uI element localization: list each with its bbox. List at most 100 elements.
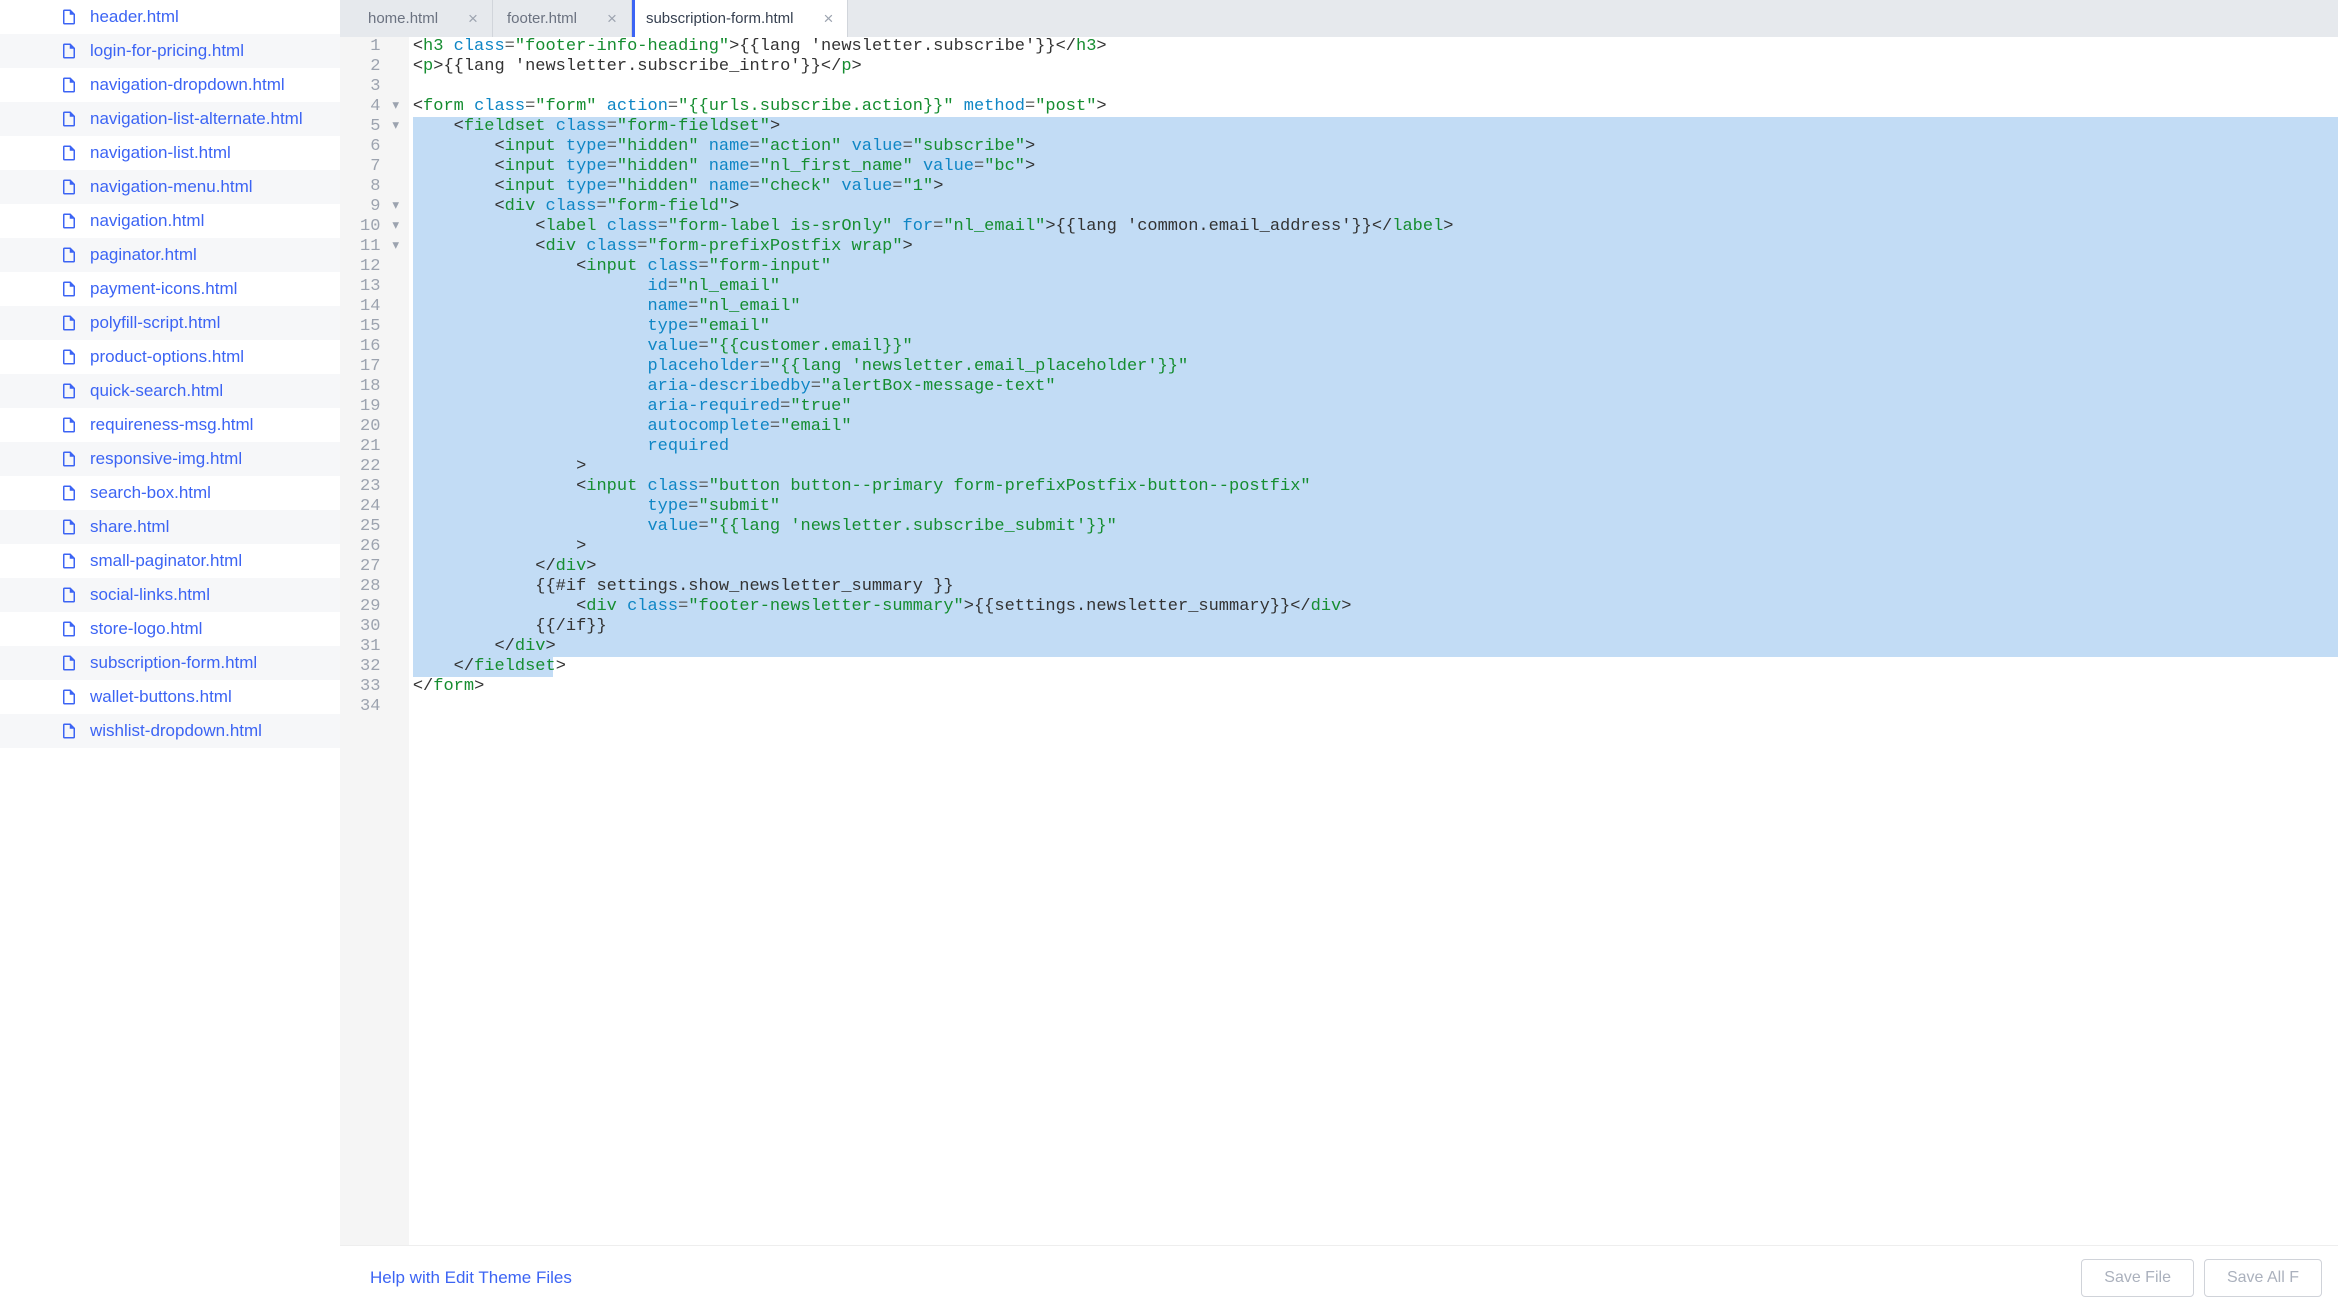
sidebar-item[interactable]: responsive-img.html <box>0 442 340 476</box>
sidebar-item[interactable]: navigation-list-alternate.html <box>0 102 340 136</box>
code-line[interactable]: value="{{lang 'newsletter.subscribe_subm… <box>413 517 2338 537</box>
file-icon <box>60 654 78 672</box>
code-line[interactable] <box>413 77 2338 97</box>
code-line[interactable]: value="{{customer.email}}" <box>413 337 2338 357</box>
line-number: 19 <box>360 397 401 417</box>
save-file-button[interactable]: Save File <box>2081 1259 2194 1297</box>
code-area[interactable]: <h3 class="footer-info-heading">{{lang '… <box>409 37 2338 1245</box>
sidebar-item[interactable]: social-links.html <box>0 578 340 612</box>
code-line[interactable]: aria-required="true" <box>413 397 2338 417</box>
close-icon[interactable]: × <box>468 10 478 27</box>
code-line[interactable]: required <box>413 437 2338 457</box>
sidebar-item-label: header.html <box>90 7 179 27</box>
code-line[interactable]: </form> <box>413 677 2338 697</box>
code-line[interactable]: <div class="form-field"> <box>413 197 2338 217</box>
file-icon <box>60 144 78 162</box>
file-icon <box>60 382 78 400</box>
code-line[interactable]: <form class="form" action="{{urls.subscr… <box>413 97 2338 117</box>
code-line[interactable]: id="nl_email" <box>413 277 2338 297</box>
editor-tab[interactable]: home.html× <box>354 0 493 37</box>
code-line[interactable]: > <box>413 537 2338 557</box>
code-line[interactable]: {{#if settings.show_newsletter_summary }… <box>413 577 2338 597</box>
file-icon <box>60 76 78 94</box>
sidebar-item[interactable]: requireness-msg.html <box>0 408 340 442</box>
sidebar-item-label: navigation-dropdown.html <box>90 75 285 95</box>
line-number: 29 <box>360 597 401 617</box>
line-number: 9 ▾ <box>360 197 401 217</box>
file-icon <box>60 722 78 740</box>
close-icon[interactable]: × <box>607 10 617 27</box>
code-line[interactable]: <input class="form-input" <box>413 257 2338 277</box>
line-number: 24 <box>360 497 401 517</box>
sidebar-item[interactable]: polyfill-script.html <box>0 306 340 340</box>
help-link[interactable]: Help with Edit Theme Files <box>370 1268 572 1288</box>
editor-tab[interactable]: footer.html × <box>493 0 632 37</box>
editor-tab[interactable]: subscription-form.html× <box>632 0 848 37</box>
sidebar-item-label: wallet-buttons.html <box>90 687 232 707</box>
sidebar-item[interactable]: payment-icons.html <box>0 272 340 306</box>
code-line[interactable]: type="submit" <box>413 497 2338 517</box>
code-line[interactable] <box>413 697 2338 717</box>
line-number: 28 <box>360 577 401 597</box>
sidebar-item[interactable]: product-options.html <box>0 340 340 374</box>
code-line[interactable]: <input type="hidden" name="check" value=… <box>413 177 2338 197</box>
sidebar-item[interactable]: login-for-pricing.html <box>0 34 340 68</box>
code-line[interactable]: <label class="form-label is-srOnly" for=… <box>413 217 2338 237</box>
code-line[interactable]: autocomplete="email" <box>413 417 2338 437</box>
code-line[interactable]: name="nl_email" <box>413 297 2338 317</box>
line-number: 16 <box>360 337 401 357</box>
sidebar-item[interactable]: navigation-list.html <box>0 136 340 170</box>
sidebar-item[interactable]: quick-search.html <box>0 374 340 408</box>
code-line[interactable]: <div class="form-prefixPostfix wrap"> <box>413 237 2338 257</box>
sidebar-item[interactable]: wishlist-dropdown.html <box>0 714 340 748</box>
code-line[interactable]: <h3 class="footer-info-heading">{{lang '… <box>413 37 2338 57</box>
code-line[interactable]: <input type="hidden" name="action" value… <box>413 137 2338 157</box>
line-number: 1 <box>360 37 401 57</box>
line-gutter: 1 2 3 4 ▾5 ▾6 7 8 9 ▾10 ▾11 ▾12 13 14 15… <box>340 37 409 1245</box>
line-number: 25 <box>360 517 401 537</box>
sidebar-item-label: subscription-form.html <box>90 653 257 673</box>
code-line[interactable]: </div> <box>413 557 2338 577</box>
sidebar-item[interactable]: small-paginator.html <box>0 544 340 578</box>
sidebar-item[interactable]: share.html <box>0 510 340 544</box>
code-editor[interactable]: 1 2 3 4 ▾5 ▾6 7 8 9 ▾10 ▾11 ▾12 13 14 15… <box>340 37 2338 1245</box>
code-line[interactable]: <p>{{lang 'newsletter.subscribe_intro'}}… <box>413 57 2338 77</box>
sidebar-item-label: responsive-img.html <box>90 449 242 469</box>
save-all-button[interactable]: Save All F <box>2204 1259 2322 1297</box>
code-line[interactable]: {{/if}} <box>413 617 2338 637</box>
sidebar-item[interactable]: search-box.html <box>0 476 340 510</box>
code-line[interactable]: <fieldset class="form-fieldset"> <box>413 117 2338 137</box>
tab-label: footer.html <box>507 10 577 27</box>
sidebar-item-label: login-for-pricing.html <box>90 41 244 61</box>
code-line[interactable]: <input class="button button--primary for… <box>413 477 2338 497</box>
sidebar-item[interactable]: paginator.html <box>0 238 340 272</box>
file-icon <box>60 586 78 604</box>
code-line[interactable]: placeholder="{{lang 'newsletter.email_pl… <box>413 357 2338 377</box>
line-number: 34 <box>360 697 401 717</box>
sidebar-item[interactable]: navigation-menu.html <box>0 170 340 204</box>
file-icon <box>60 110 78 128</box>
code-line[interactable]: > <box>413 457 2338 477</box>
sidebar-item[interactable]: header.html <box>0 0 340 34</box>
file-icon <box>60 280 78 298</box>
editor-main: home.html×footer.html×subscription-form.… <box>340 0 2338 1310</box>
code-line[interactable]: <input type="hidden" name="nl_first_name… <box>413 157 2338 177</box>
sidebar-item[interactable]: wallet-buttons.html <box>0 680 340 714</box>
sidebar-item[interactable]: store-logo.html <box>0 612 340 646</box>
code-line[interactable]: </div> <box>413 637 2338 657</box>
close-icon[interactable]: × <box>824 10 834 27</box>
code-line[interactable]: </fieldset> <box>413 657 2338 677</box>
code-line[interactable]: type="email" <box>413 317 2338 337</box>
line-number: 33 <box>360 677 401 697</box>
file-icon <box>60 620 78 638</box>
sidebar-item-label: polyfill-script.html <box>90 313 220 333</box>
sidebar-item[interactable]: navigation-dropdown.html <box>0 68 340 102</box>
code-line[interactable]: <div class="footer-newsletter-summary">{… <box>413 597 2338 617</box>
line-number: 27 <box>360 557 401 577</box>
code-line[interactable]: aria-describedby="alertBox-message-text" <box>413 377 2338 397</box>
sidebar-item-label: small-paginator.html <box>90 551 242 571</box>
sidebar-item[interactable]: navigation.html <box>0 204 340 238</box>
sidebar-item[interactable]: subscription-form.html <box>0 646 340 680</box>
line-number: 7 <box>360 157 401 177</box>
line-number: 23 <box>360 477 401 497</box>
